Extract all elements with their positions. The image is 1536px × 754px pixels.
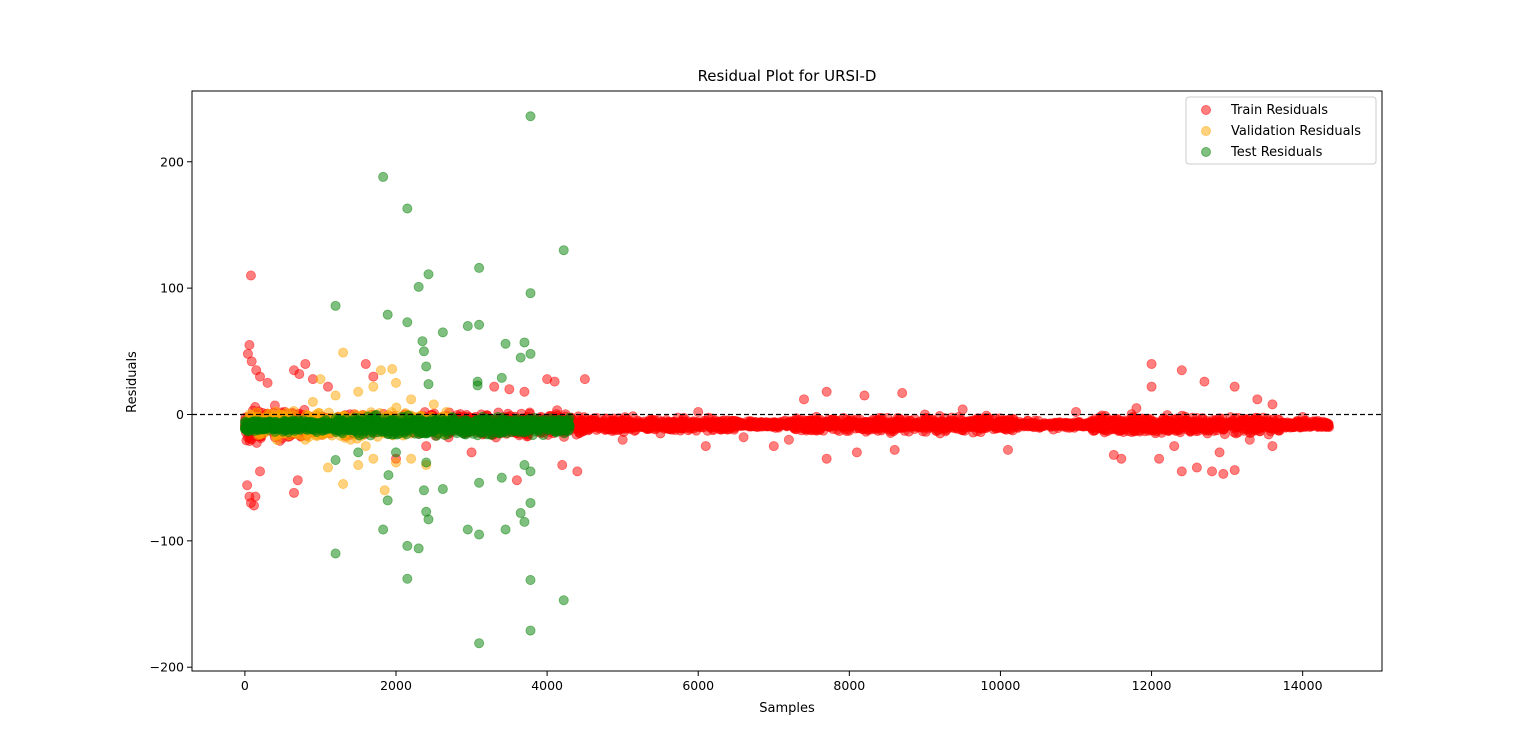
band-point: [627, 419, 638, 430]
band-point: [865, 418, 876, 429]
band-point: [767, 421, 778, 432]
band-point: [606, 416, 617, 427]
band-point: [391, 402, 402, 413]
chart-title: Residual Plot for URSI-D: [698, 67, 877, 85]
band-point: [831, 416, 842, 427]
band-point: [938, 419, 949, 430]
band-point: [1115, 415, 1126, 426]
band-point: [1062, 420, 1073, 431]
band-point: [1175, 427, 1186, 438]
band-point: [1095, 414, 1106, 425]
band-point: [692, 421, 703, 432]
band-point: [1227, 415, 1238, 426]
band-point: [786, 416, 797, 427]
band-point: [615, 420, 626, 431]
band-point: [903, 420, 914, 431]
band-point: [1084, 419, 1095, 430]
band-point: [882, 421, 893, 432]
band-point: [670, 424, 681, 435]
band-point: [1071, 418, 1082, 429]
band-point: [1149, 424, 1160, 435]
band-point: [850, 417, 861, 428]
band-point: [819, 420, 830, 431]
band-point: [745, 420, 756, 431]
band-point: [999, 423, 1010, 434]
band-point: [1269, 418, 1280, 429]
band-point: [241, 435, 252, 446]
band-point: [1253, 414, 1264, 425]
band-point: [639, 421, 650, 432]
plot-area: [191, 90, 1383, 672]
band-point: [956, 419, 967, 430]
band-point: [1202, 424, 1213, 435]
band-point: [893, 422, 904, 433]
band-point: [978, 417, 989, 428]
band-point: [1135, 418, 1146, 429]
band-point: [1173, 417, 1184, 428]
band-point: [967, 422, 978, 433]
band-point: [1190, 424, 1201, 435]
band-point: [574, 418, 585, 429]
band-point: [1289, 422, 1300, 433]
band-point: [595, 418, 606, 429]
band-point: [1217, 421, 1228, 432]
band-point: [800, 424, 811, 435]
